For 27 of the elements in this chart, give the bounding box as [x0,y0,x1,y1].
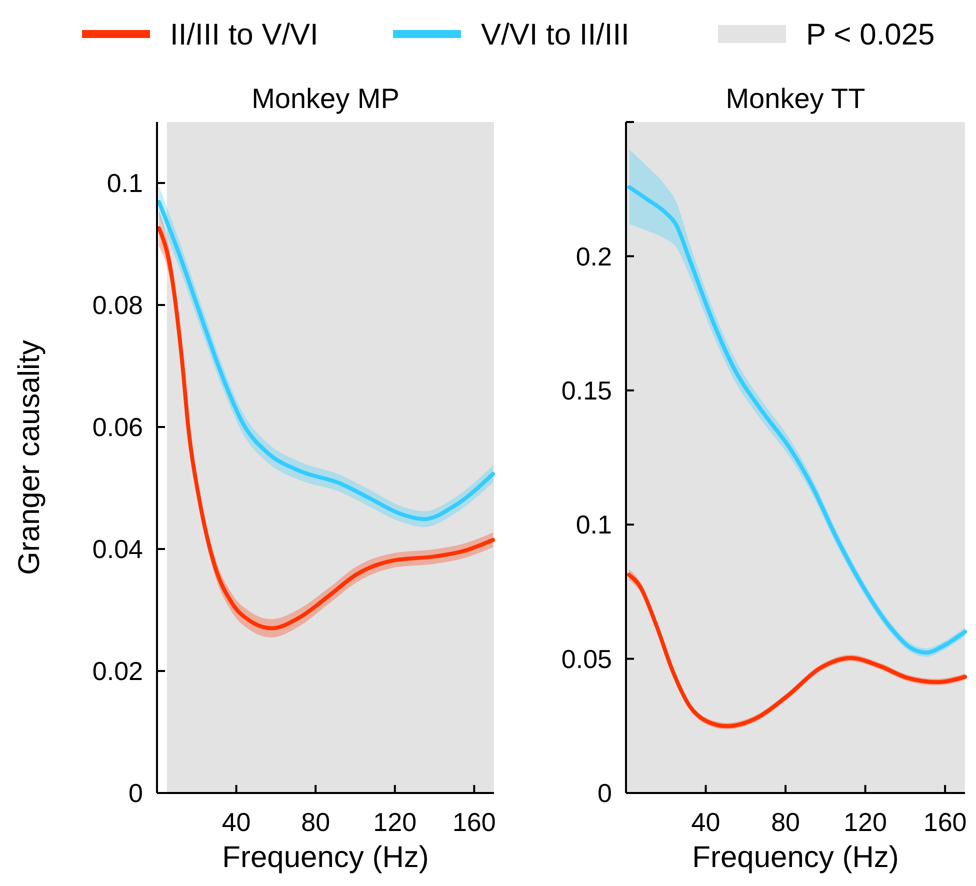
y-tick-label: 0 [598,778,612,808]
x-tick-label: 80 [301,807,330,837]
y-tick-label: 0.2 [576,241,612,272]
x-tick-label: 40 [691,807,720,837]
y-tick-label: 0.15 [561,376,612,406]
legend-label: II/III to V/VI [170,18,318,52]
legend-label: P < 0.025 [806,18,935,52]
x-axis-title: Frequency (Hz) [692,841,899,874]
x-tick-label: 120 [373,807,417,837]
legend-label: V/VI to II/III [481,18,630,52]
y-tick-label: 0.05 [561,644,612,674]
x-axis-title: Frequency (Hz) [222,841,429,874]
y-tick-label: 0.04 [92,534,143,564]
y-axis-title: Granger causality [13,340,46,576]
y-tick-label: 0.02 [92,656,143,686]
y-tick-label: 0.08 [92,290,143,320]
y-tick-label: 0.06 [92,412,143,442]
x-tick-label: 120 [844,807,887,837]
chart-title: Monkey MP [252,83,400,114]
x-tick-label: 40 [222,807,251,837]
x-tick-label: 160 [452,807,496,837]
y-tick-label: 0.1 [576,510,612,540]
y-tick-label: 0 [128,778,143,808]
y-tick-label: 0.1 [106,168,143,198]
chart-title: Monkey TT [726,83,866,114]
x-tick-label: 160 [923,807,967,837]
x-tick-label: 80 [771,807,800,837]
